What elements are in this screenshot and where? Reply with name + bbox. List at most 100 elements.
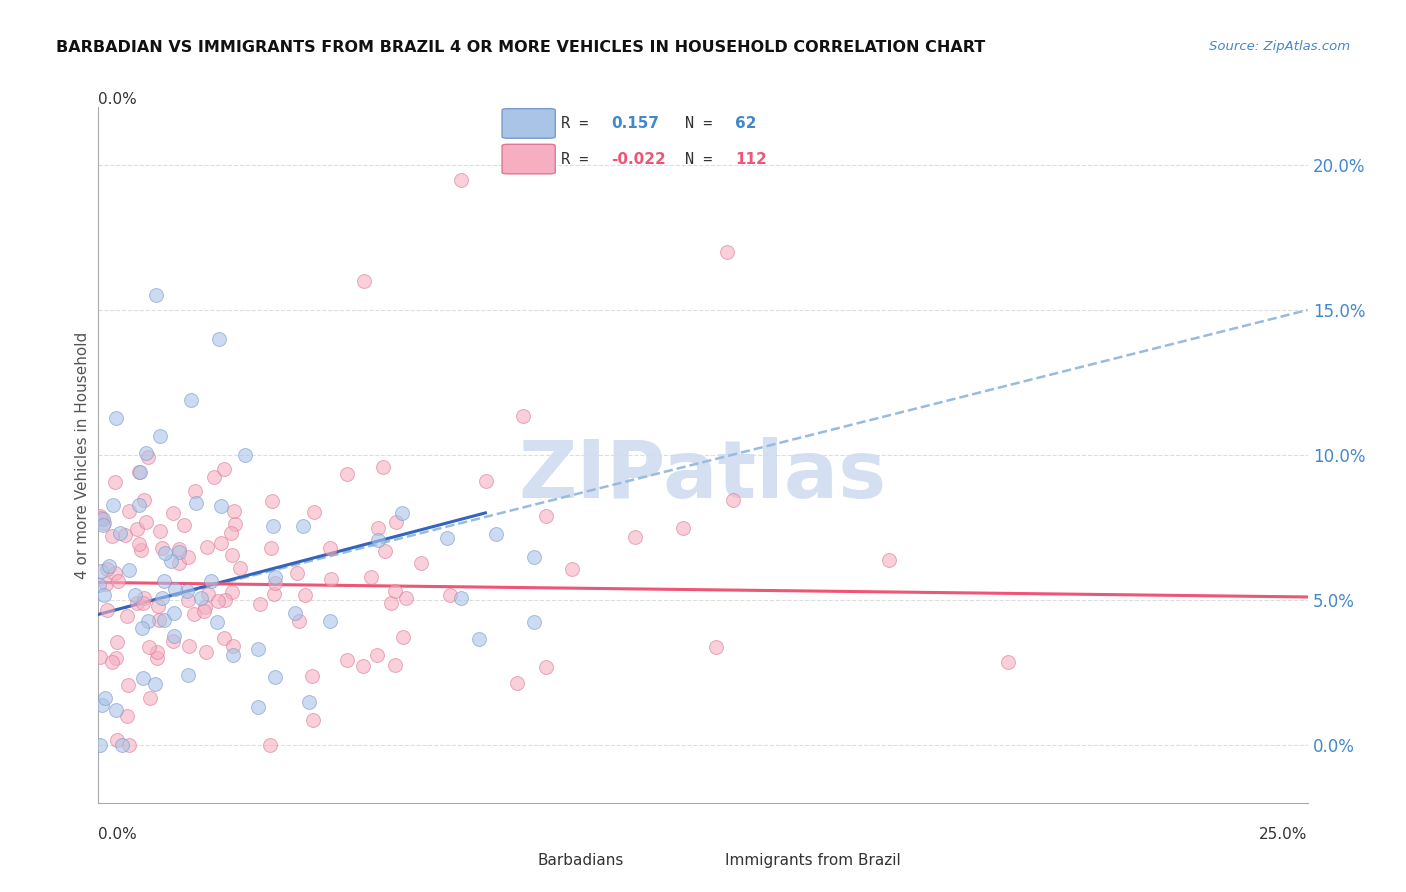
Text: N =: N = <box>685 116 721 131</box>
Point <box>124 588 146 602</box>
Point <box>523 615 546 629</box>
Point <box>179 640 201 654</box>
Point <box>150 541 173 555</box>
Point <box>294 588 316 602</box>
Point <box>148 613 170 627</box>
Point <box>264 575 287 590</box>
Point <box>98 559 121 574</box>
Point <box>468 632 491 647</box>
Point <box>450 591 472 605</box>
Point <box>184 483 207 498</box>
Point <box>114 528 136 542</box>
Point <box>704 640 727 654</box>
Point <box>131 621 153 635</box>
Point <box>298 695 321 709</box>
Point <box>177 593 200 607</box>
Point <box>224 517 246 532</box>
Point <box>287 614 309 628</box>
Point <box>212 462 235 476</box>
Point <box>205 615 228 630</box>
Point <box>624 530 647 544</box>
Point <box>135 446 157 460</box>
Point <box>108 525 131 540</box>
Point <box>219 526 242 541</box>
Point <box>534 508 557 523</box>
Point <box>200 574 222 588</box>
Point <box>176 584 198 599</box>
Point <box>262 518 284 533</box>
Point <box>366 648 388 663</box>
Point <box>512 409 534 424</box>
Point <box>162 506 184 520</box>
Point <box>90 698 112 712</box>
Point <box>439 588 461 602</box>
Point <box>138 640 160 654</box>
Point <box>89 509 111 524</box>
Point <box>103 498 125 512</box>
Point <box>148 599 170 613</box>
Point <box>183 607 205 621</box>
Text: R =: R = <box>561 152 598 167</box>
Point <box>197 587 219 601</box>
Point <box>132 591 155 605</box>
Point <box>115 609 138 624</box>
FancyBboxPatch shape <box>502 109 555 138</box>
Point <box>222 639 245 653</box>
Point <box>167 556 190 570</box>
Y-axis label: 4 or more Vehicles in Household: 4 or more Vehicles in Household <box>75 331 90 579</box>
Point <box>117 563 139 577</box>
Point <box>104 703 127 717</box>
Point <box>264 569 287 583</box>
Point <box>336 653 359 667</box>
Point <box>118 504 141 518</box>
Point <box>436 531 458 545</box>
Point <box>360 570 382 584</box>
Point <box>89 738 111 752</box>
Text: 0.0%: 0.0% <box>98 92 138 107</box>
Point <box>117 678 139 692</box>
Point <box>153 613 176 627</box>
Point <box>94 576 117 591</box>
Point <box>380 596 402 610</box>
Point <box>111 738 134 752</box>
Point <box>94 691 117 706</box>
Point <box>319 614 342 628</box>
Point <box>384 584 406 599</box>
Point <box>104 651 127 665</box>
Point <box>721 492 744 507</box>
Point <box>716 244 738 259</box>
Point <box>409 556 432 570</box>
Point <box>173 518 195 533</box>
Point <box>534 659 557 673</box>
Point <box>207 593 229 607</box>
Text: 62: 62 <box>735 116 756 131</box>
Text: N =: N = <box>685 152 721 167</box>
Point <box>285 566 308 581</box>
Text: 0.0%: 0.0% <box>98 827 138 841</box>
Point <box>167 545 190 559</box>
Point <box>136 614 159 628</box>
Point <box>284 606 307 620</box>
Point <box>262 494 284 508</box>
Point <box>180 392 202 407</box>
Point <box>177 549 200 564</box>
Text: BARBADIAN VS IMMIGRANTS FROM BRAZIL 4 OR MORE VEHICLES IN HOUSEHOLD CORRELATION : BARBADIAN VS IMMIGRANTS FROM BRAZIL 4 OR… <box>56 40 986 55</box>
Point <box>128 537 150 551</box>
Point <box>202 470 225 484</box>
Point <box>997 655 1019 669</box>
Text: -0.022: -0.022 <box>612 152 666 167</box>
Point <box>209 536 232 550</box>
Point <box>208 332 231 346</box>
Point <box>101 528 124 542</box>
Point <box>96 562 118 576</box>
Point <box>193 604 215 618</box>
Point <box>89 650 111 665</box>
Point <box>139 691 162 706</box>
Point <box>96 603 118 617</box>
Point <box>152 574 174 588</box>
Point <box>146 651 169 665</box>
Point <box>104 566 127 580</box>
Point <box>90 564 112 578</box>
Point <box>224 504 246 518</box>
Text: Source: ZipAtlas.com: Source: ZipAtlas.com <box>1209 40 1350 54</box>
